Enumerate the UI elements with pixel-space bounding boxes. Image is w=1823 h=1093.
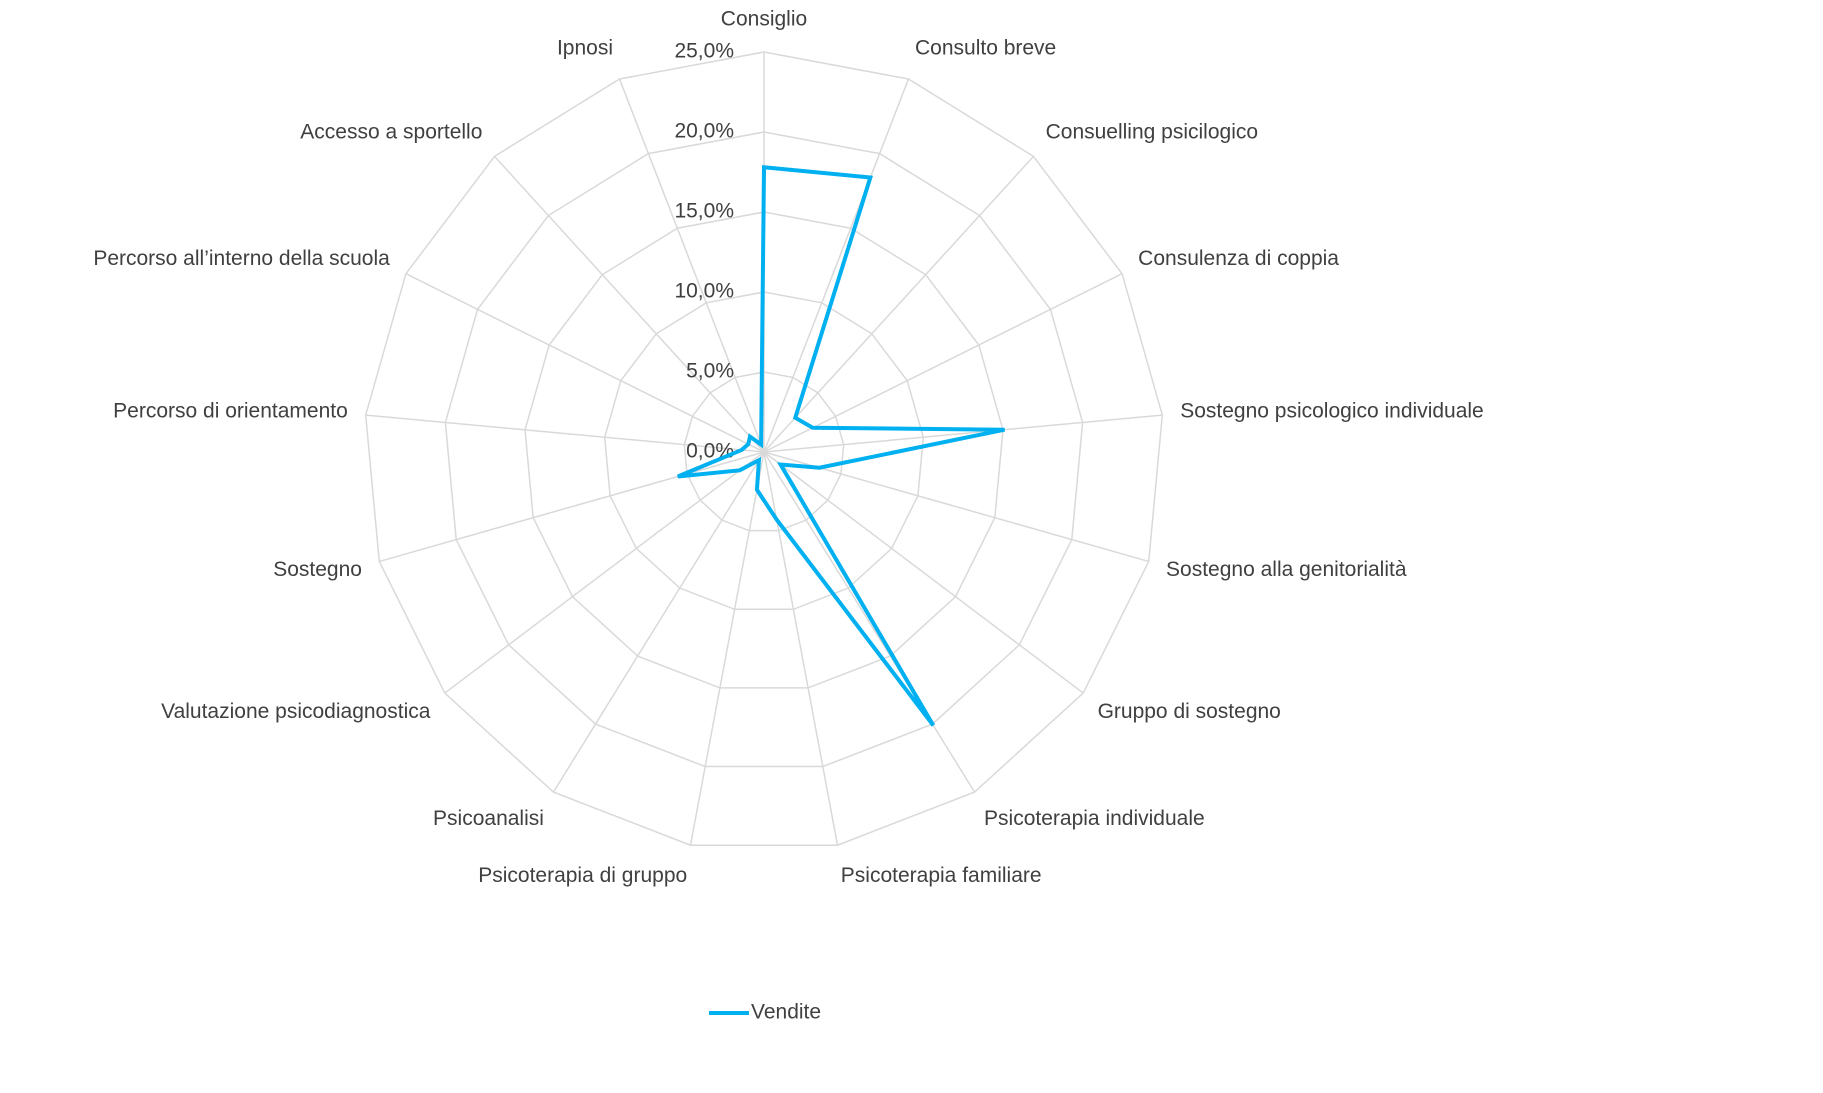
spoke	[365, 414, 765, 453]
spoke	[763, 451, 1149, 563]
category-label: Consiglio	[721, 8, 807, 31]
series-line	[677, 164, 1005, 727]
grid-ring	[444, 131, 1084, 768]
category-label: Sostegno	[273, 558, 362, 581]
grid-ring	[683, 371, 845, 532]
spoke	[763, 273, 1123, 453]
category-label: Psicoanalisi	[433, 807, 544, 830]
spoke	[379, 451, 765, 563]
y-tick-label: 25,0%	[674, 40, 734, 63]
category-label: Valutazione psicodiagnostica	[161, 700, 431, 723]
category-label: Sostegno alla genitorialità	[1166, 558, 1407, 581]
spoke	[763, 451, 1084, 694]
grid-ring	[603, 291, 925, 611]
spoke	[763, 155, 1035, 453]
spoke	[763, 78, 910, 453]
category-label: Consuelling psicilogico	[1046, 120, 1258, 143]
category-label: Consulenza di coppia	[1138, 247, 1339, 270]
spoke	[444, 451, 765, 694]
y-tick-label: 20,0%	[674, 120, 734, 143]
spoke	[405, 273, 765, 453]
category-label: Psicoterapia familiare	[841, 864, 1042, 887]
spoke	[552, 451, 765, 793]
spoke	[618, 78, 765, 453]
grid-ring	[524, 211, 1004, 689]
y-tick-label: 10,0%	[674, 280, 734, 303]
category-label: Accesso a sportello	[300, 120, 482, 143]
category-label: Psicoterapia di gruppo	[478, 864, 687, 887]
y-tick-label: 0,0%	[686, 440, 734, 463]
spoke	[763, 451, 976, 793]
spoke	[689, 451, 765, 846]
category-label: Consulto breve	[915, 37, 1056, 60]
spoke	[493, 155, 765, 453]
spoke	[763, 414, 1163, 453]
category-label: Psicoterapia individuale	[984, 807, 1205, 830]
legend-label: Vendite	[751, 1001, 821, 1024]
category-label: Ipnosi	[557, 37, 613, 60]
category-label: Gruppo di sostegno	[1098, 700, 1281, 723]
category-label: Sostegno psicologico individuale	[1180, 400, 1484, 423]
grid-ring	[364, 51, 1164, 846]
category-label: Percorso di orientamento	[113, 400, 348, 423]
category-label: Percorso all’interno della scuola	[93, 247, 390, 270]
y-tick-label: 5,0%	[686, 360, 734, 383]
y-tick-label: 15,0%	[674, 200, 734, 223]
